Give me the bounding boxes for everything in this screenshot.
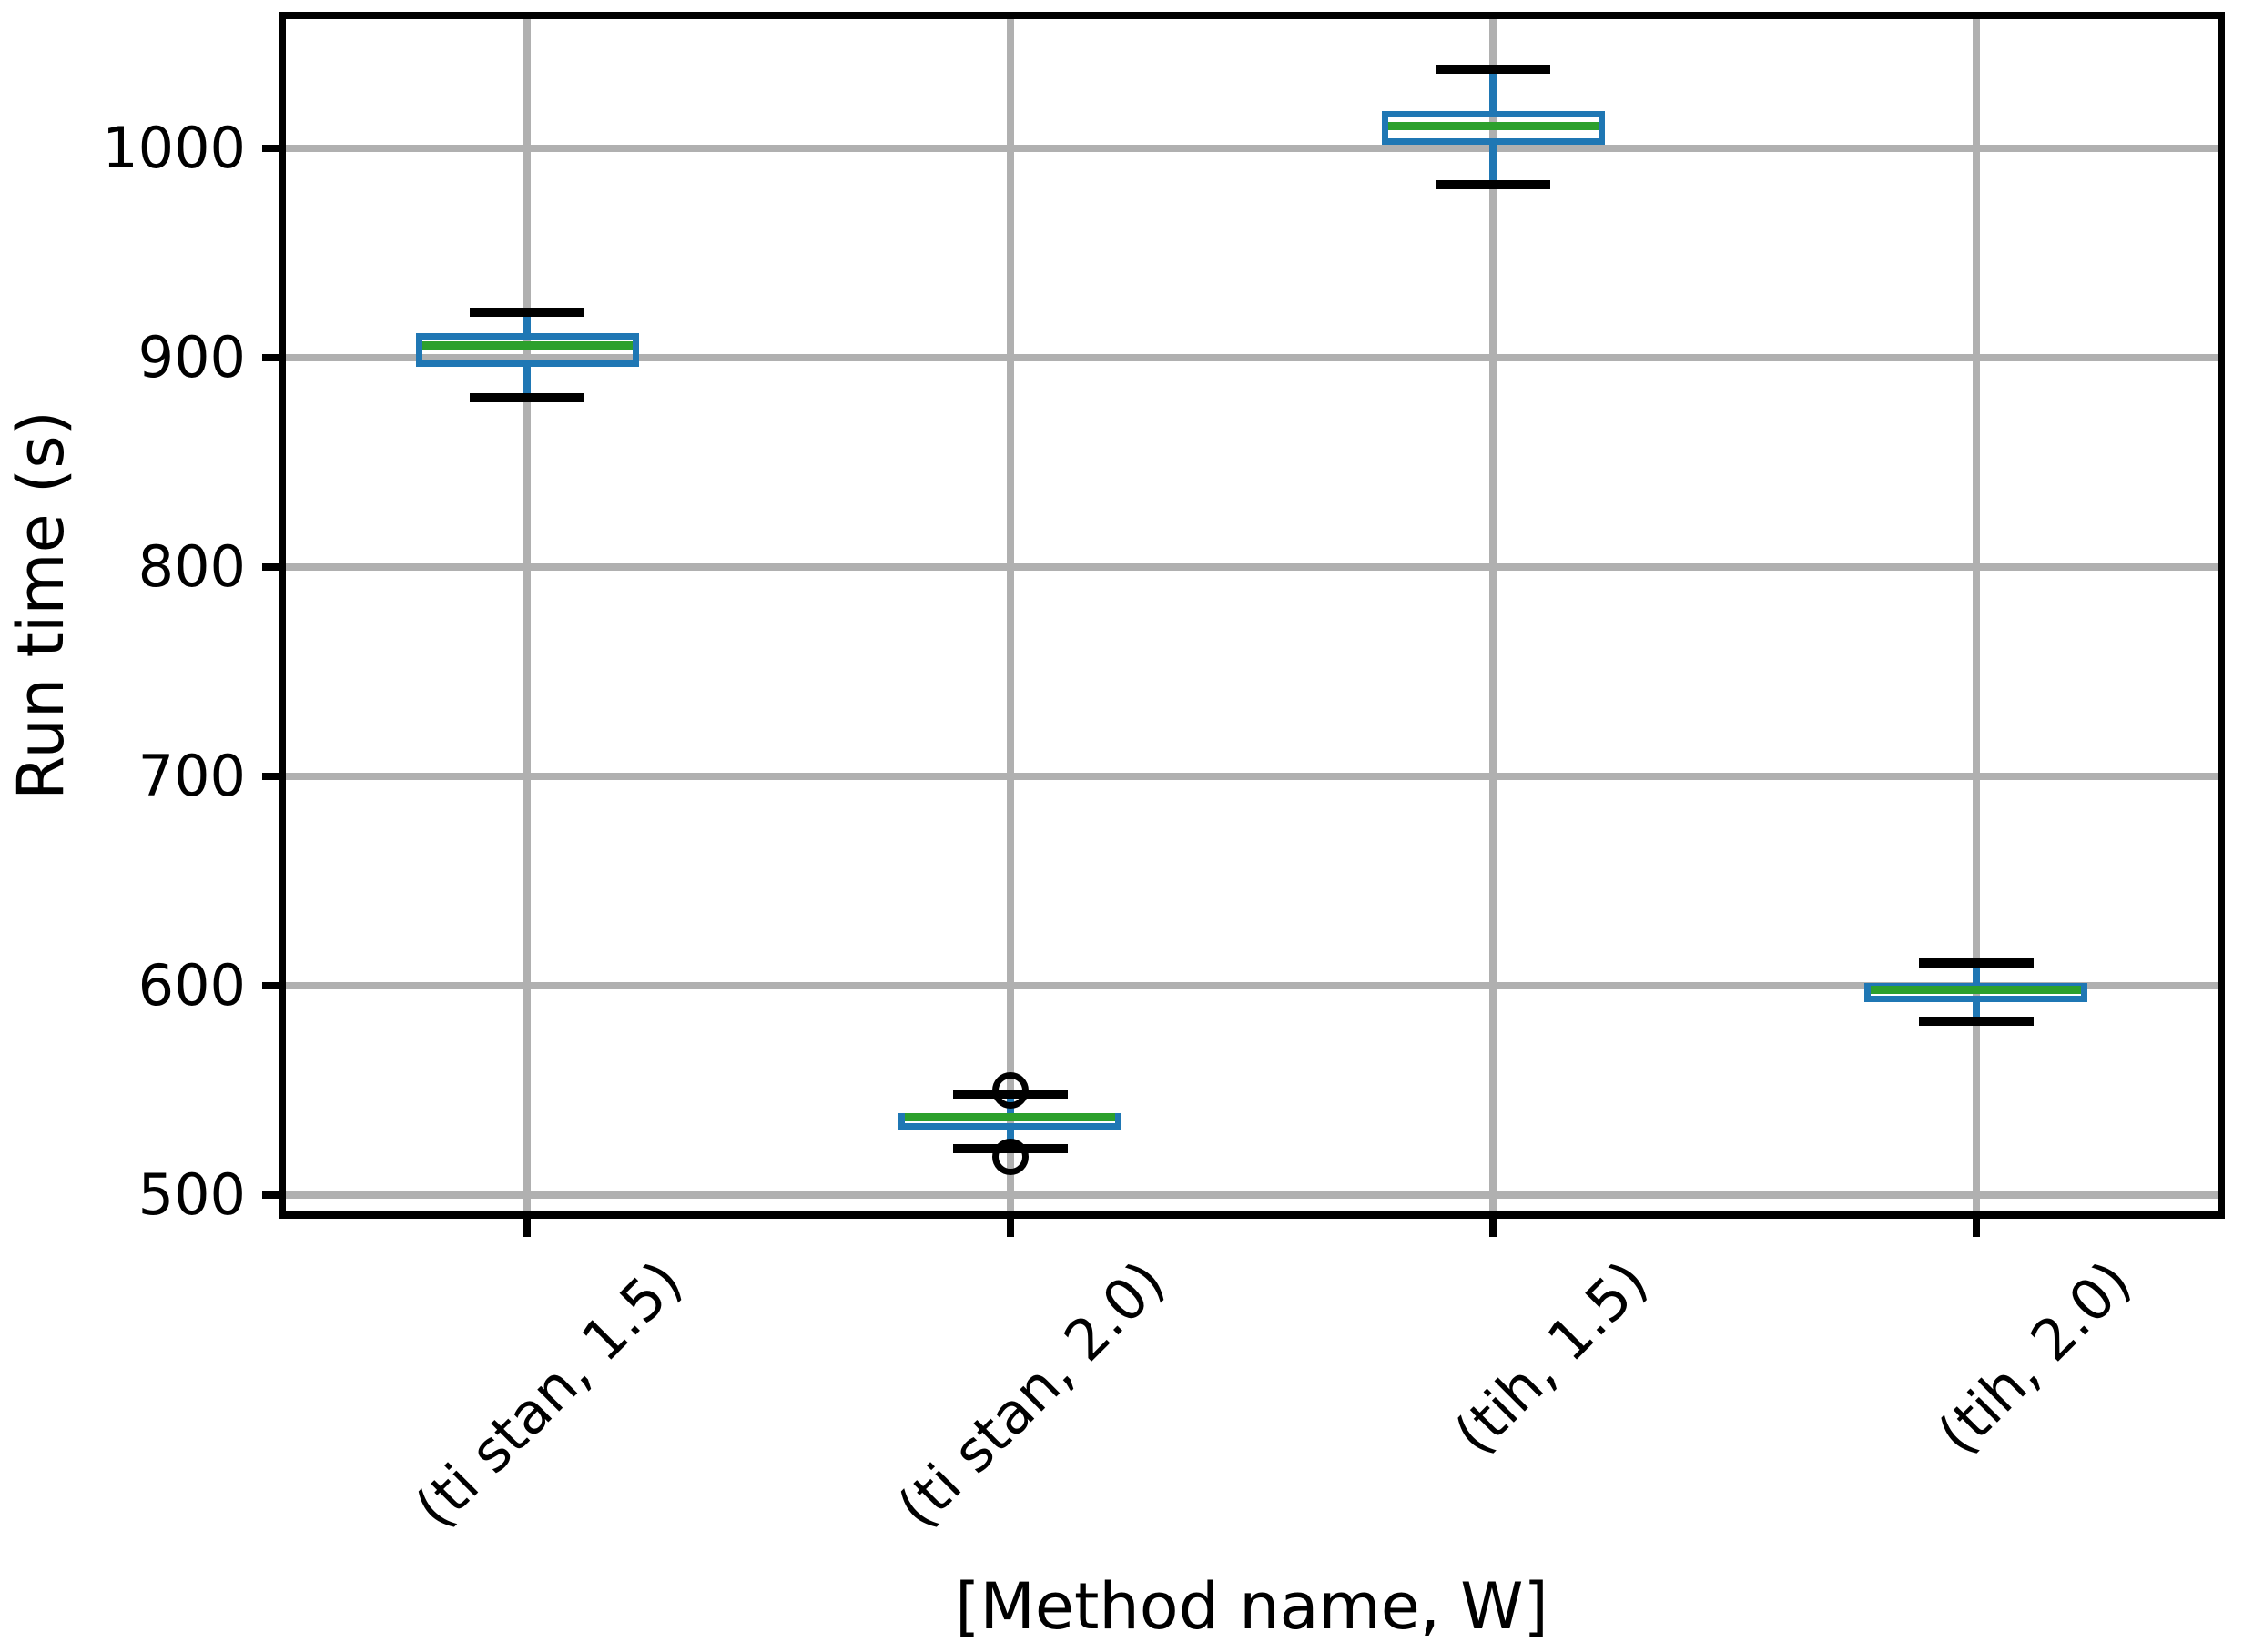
- whisker-cap-lower: [1436, 179, 1551, 189]
- h-gridline: [286, 563, 2218, 572]
- x-tick-mark: [523, 1219, 532, 1237]
- plot-area: [279, 12, 2225, 1219]
- y-axis-title: Run time (s): [4, 410, 78, 800]
- whisker-cap-lower: [470, 392, 585, 402]
- outlier-point: [991, 1071, 1029, 1109]
- y-tick-mark: [262, 563, 280, 572]
- h-gridline: [286, 145, 2218, 153]
- x-axis-title: [Method name, W]: [955, 1569, 1548, 1644]
- x-tick-mark: [1972, 1219, 1980, 1237]
- y-tick-label: 600: [137, 951, 246, 1019]
- median-line: [905, 1113, 1116, 1122]
- whisker-cap-upper: [1436, 65, 1551, 75]
- x-tick-label: (tih, 2.0): [1923, 1248, 2144, 1467]
- iqr-box: [415, 332, 639, 367]
- outlier-point: [991, 1139, 1029, 1176]
- whisker-cap-upper: [470, 307, 585, 317]
- y-tick-label: 900: [137, 324, 246, 391]
- h-gridline: [286, 1191, 2218, 1199]
- median-line: [1871, 985, 2082, 994]
- median-line: [421, 341, 633, 350]
- h-gridline: [286, 981, 2218, 989]
- x-tick-label: (tih, 1.5): [1441, 1248, 1661, 1467]
- whisker-upper: [523, 311, 532, 333]
- whisker-lower: [1489, 144, 1497, 185]
- y-tick-mark: [262, 1191, 280, 1199]
- whisker-upper: [1972, 962, 1980, 984]
- whisker-lower: [1972, 1002, 1980, 1021]
- iqr-box: [1381, 111, 1605, 145]
- y-tick-mark: [262, 354, 280, 362]
- v-gridline: [1006, 19, 1014, 1211]
- h-gridline: [286, 354, 2218, 362]
- x-tick-mark: [1489, 1219, 1497, 1237]
- y-tick-label: 500: [137, 1160, 246, 1228]
- v-gridline: [1489, 19, 1497, 1211]
- x-tick-label: (ti stan, 2.0): [885, 1248, 1178, 1541]
- y-tick-label: 700: [137, 742, 246, 809]
- whisker-upper: [1489, 69, 1497, 112]
- whisker-lower: [523, 366, 532, 398]
- median-line: [1387, 121, 1599, 130]
- y-tick-mark: [262, 772, 280, 780]
- whisker-cap-upper: [1918, 958, 2034, 968]
- x-tick-label: (ti stan, 1.5): [401, 1248, 695, 1541]
- y-tick-label: 1000: [102, 115, 246, 182]
- h-gridline: [286, 772, 2218, 780]
- v-gridline: [523, 19, 532, 1211]
- whisker-cap-lower: [1918, 1016, 2034, 1026]
- y-tick-label: 800: [137, 533, 246, 601]
- v-gridline: [1972, 19, 1980, 1211]
- y-tick-mark: [262, 981, 280, 989]
- x-tick-mark: [1006, 1219, 1014, 1237]
- y-tick-mark: [262, 145, 280, 153]
